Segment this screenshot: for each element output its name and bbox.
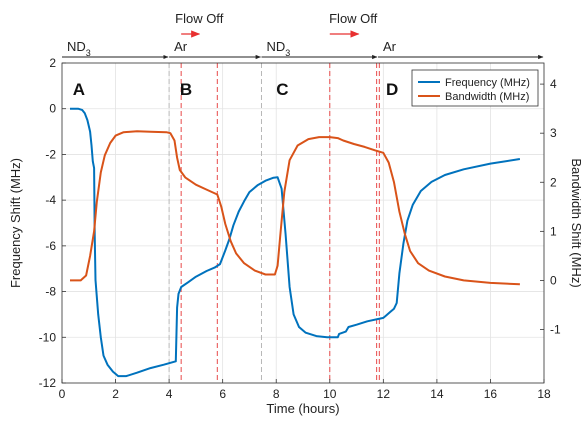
phase-label: ND3 [266, 39, 290, 58]
y2-axis-ticks: -1 0 1 2 3 4 [540, 77, 561, 337]
phase-label-subscript: 3 [285, 48, 290, 58]
x-axis-title: Time (hours) [266, 401, 339, 416]
flow-off-annotations: Flow Off Flow Off [175, 11, 378, 38]
legend-label: Frequency (MHz) [445, 77, 530, 89]
y-tick-label: 0 [49, 102, 56, 116]
legend-label: Bandwidth (MHz) [445, 91, 529, 103]
phase-label: Ar [383, 39, 397, 54]
phase-label: Ar [174, 39, 188, 54]
legend-box [411, 69, 539, 107]
x-tick-label: 18 [537, 387, 551, 401]
phase-label-subscript: 3 [86, 48, 91, 58]
x-tick-label: 4 [166, 387, 173, 401]
region-label: C [276, 80, 288, 99]
y-tick-label: -2 [45, 147, 56, 161]
y-tick-label: 2 [49, 56, 56, 70]
region-labels: A B C D [73, 80, 399, 99]
y2-tick-label: -1 [550, 323, 561, 337]
y2-axis-title: Bandwidth Shift (MHz) [569, 158, 581, 287]
region-label: D [386, 80, 398, 99]
x-tick-label: 8 [273, 387, 280, 401]
y-tick-label: -10 [39, 330, 57, 344]
y-tick-label: -4 [45, 193, 56, 207]
x-tick-label: 12 [377, 387, 391, 401]
x-tick-label: 10 [323, 387, 337, 401]
y-axis-title: Frequency Shift (MHz) [8, 158, 23, 288]
legend: Frequency (MHz) Bandwidth (MHz) [411, 69, 539, 107]
y2-tick-label: 2 [550, 175, 557, 189]
y-tick-label: -8 [45, 285, 56, 299]
x-axis-ticks: 0 2 4 6 8 10 12 14 16 18 [59, 379, 551, 401]
y-axis-ticks: -12 -10 -8 -6 -4 -2 0 2 [39, 56, 66, 390]
plot-frame [61, 62, 545, 384]
x-tick-label: 6 [219, 387, 226, 401]
x-tick-label: 16 [484, 387, 498, 401]
phase-timeline: ND3 Ar ND3 Ar [62, 39, 544, 60]
y2-tick-label: 3 [550, 126, 557, 140]
frequency-line [70, 107, 521, 378]
bandwidth-line [70, 130, 520, 286]
flow-off-label: Flow Off [329, 11, 378, 26]
y-tick-label: -12 [39, 376, 57, 390]
phase-label: ND3 [67, 39, 91, 58]
series-lines [70, 107, 521, 378]
region-label: A [73, 80, 85, 99]
flow-off-label: Flow Off [175, 11, 224, 26]
y2-tick-label: 4 [550, 77, 557, 91]
grid-lines [61, 62, 545, 384]
event-lines [168, 63, 380, 383]
y-tick-label: -6 [45, 239, 56, 253]
y2-tick-label: 0 [550, 273, 557, 287]
x-tick-label: 2 [112, 387, 119, 401]
region-label: B [180, 80, 192, 99]
y2-tick-label: 1 [550, 224, 557, 238]
x-tick-label: 14 [430, 387, 444, 401]
x-tick-label: 0 [59, 387, 66, 401]
